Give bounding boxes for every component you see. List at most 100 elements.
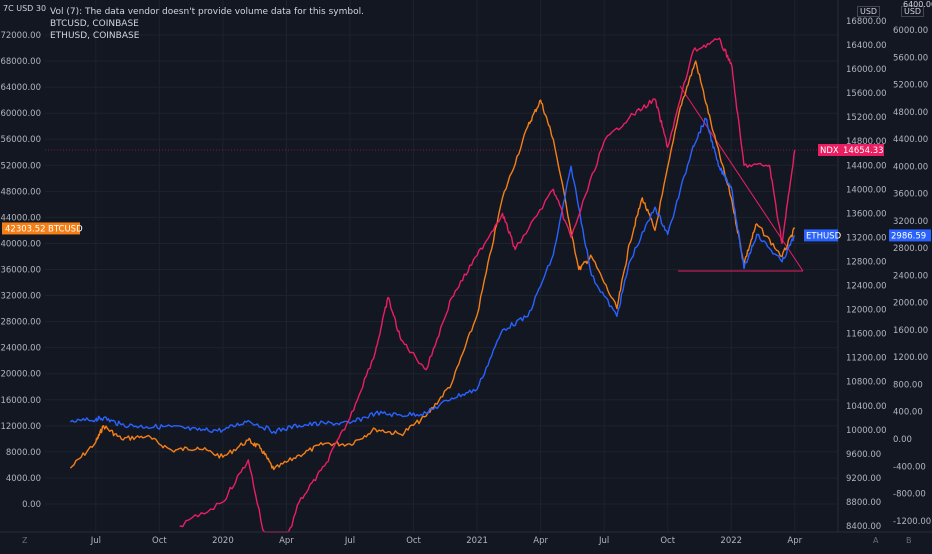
btc-axis-tick: 72000.00 (0, 31, 41, 41)
eth-label-badge (804, 229, 838, 242)
eth-axis-tick: 5200.00 (893, 81, 928, 91)
x-axis-tick: 2020 (212, 536, 234, 546)
ndx-axis-tick: 13200.00 (846, 233, 887, 243)
ndx-axis-tick: 13600.00 (846, 209, 887, 219)
btc-price-value: 42303.52 (5, 224, 46, 234)
btc-axis-tick: 44000.00 (0, 213, 41, 223)
btc-axis-tick: 48000.00 (0, 187, 41, 197)
btc-axis-tick: 8000.00 (6, 448, 41, 458)
ndx-price-value: 14654.33 (843, 146, 884, 156)
x-axis-tick: Jul (90, 536, 101, 546)
btc-axis-tick: 20000.00 (0, 370, 41, 380)
eth-series-line[interactable] (69, 117, 796, 435)
btc-axis-tick: 24000.00 (0, 344, 41, 354)
btc-axis-tick: 64000.00 (0, 83, 41, 93)
eth-axis-tick: -800.00 (893, 490, 926, 500)
scale-toggle-a[interactable]: A (873, 536, 879, 545)
ndx-axis-tick: 11200.00 (846, 354, 887, 364)
btc-axis-tick: 0.00 (22, 500, 41, 510)
ndx-axis-tick: 12800.00 (846, 257, 887, 267)
eth-axis-tick: -400.00 (893, 462, 926, 472)
ndx-series-line[interactable] (179, 37, 796, 533)
x-axis-tick: Apr (787, 536, 802, 546)
ndx-axis-tick: 16800.00 (846, 17, 887, 27)
ndx-axis-tick: 9200.00 (846, 474, 881, 484)
eth-axis-tick: 2400.00 (893, 271, 928, 281)
x-axis-tick: Oct (152, 536, 167, 546)
ndx-label-text: NDX (820, 146, 839, 156)
ndx-axis-tick: 11600.00 (846, 330, 887, 340)
ndx-axis-tick: 9600.00 (846, 450, 881, 460)
ndx-price-badge (840, 143, 884, 156)
ndx-axis-tick: 14400.00 (846, 161, 887, 171)
x-axis-tick: Jul (598, 536, 609, 546)
btc-axis-tick: 68000.00 (0, 57, 41, 67)
btc-axis-tick: 60000.00 (0, 109, 41, 119)
btc-axis-tick: 40000.00 (0, 239, 41, 249)
ndx-axis-tick: 10000.00 (846, 426, 887, 436)
ndx-label-badge (818, 143, 840, 156)
scale-toggle-z[interactable]: Z (22, 536, 28, 545)
btc-series-line[interactable] (69, 60, 796, 471)
eth-price-badge (889, 229, 931, 242)
x-axis-tick: Jul (344, 536, 355, 546)
eth-label-text: ETHUSD (806, 231, 842, 241)
eth-axis-tick: 3600.00 (893, 190, 928, 200)
ndx-axis-tick: 10800.00 (846, 378, 887, 388)
eth-axis-top-label: 6400.00 (903, 0, 932, 9)
eth-price-value: 2986.59 (891, 231, 926, 241)
eth-axis-tick: 6000.00 (893, 26, 928, 36)
btc-axis-tick: 36000.00 (0, 266, 41, 276)
btc-label-text: BTCUSD (48, 224, 83, 234)
eth-axis-tick: 400.00 (893, 408, 923, 418)
eth-axis-tick: 1200.00 (893, 353, 928, 363)
btc-price-badge (2, 222, 46, 235)
eth-axis-tick: 2000.00 (893, 299, 928, 309)
eth-axis-tick: 5600.00 (893, 53, 928, 63)
ndx-axis-tick: 15200.00 (846, 113, 887, 123)
ndx-axis-tick: 8800.00 (846, 498, 881, 508)
ndx-axis-tick: 10400.00 (846, 402, 887, 412)
btc-axis-tick: 28000.00 (0, 318, 41, 328)
x-axis-tick: 2021 (466, 536, 488, 546)
x-axis-tick: 2022 (720, 536, 742, 546)
btc-axis-tick: 56000.00 (0, 135, 41, 145)
btc-axis-tick: 32000.00 (0, 292, 41, 302)
ndx-axis-tick: 12400.00 (846, 282, 887, 292)
scale-toggle-b[interactable]: B (906, 536, 912, 545)
legend-volume-note: Vol (7): The data vendor doesn't provide… (50, 7, 364, 17)
btc-axis-tick: 16000.00 (0, 396, 41, 406)
x-axis-tick: Apr (533, 536, 548, 546)
x-axis-tick: Oct (406, 536, 421, 546)
ndx-axis-tick: 14000.00 (846, 185, 887, 195)
left-axis-top-label: 7C USD 30 (3, 4, 47, 13)
eth-axis-tick: 2800.00 (893, 244, 928, 254)
ndx-axis-tick: 8400.00 (846, 522, 881, 532)
legend-ethusd[interactable]: ETHUSD, COINBASE (50, 31, 140, 41)
x-axis-tick: Apr (279, 536, 294, 546)
eth-axis-tick: 4800.00 (893, 108, 928, 118)
eth-axis-currency-label[interactable]: USD (901, 6, 925, 17)
ndx-axis-tick: 16400.00 (846, 41, 887, 51)
ndx-axis-tick: 12000.00 (846, 306, 887, 316)
chart-legend: Vol (7): The data vendor doesn't provide… (50, 6, 364, 42)
btc-label-badge (46, 222, 80, 235)
ndx-axis-tick: 16000.00 (846, 65, 887, 75)
btc-axis-tick: 52000.00 (0, 161, 41, 171)
btc-axis-tick: 4000.00 (6, 474, 41, 484)
eth-axis-tick: 0.00 (893, 435, 912, 445)
btc-axis-tick: 12000.00 (0, 422, 41, 432)
eth-axis-tick: 3200.00 (893, 217, 928, 227)
eth-axis-tick: 4000.00 (893, 162, 928, 172)
ndx-axis-tick: 15600.00 (846, 89, 887, 99)
x-axis-tick: Oct (660, 536, 675, 546)
ndx-axis-currency-label[interactable]: USD (857, 6, 881, 17)
eth-axis-tick: -1200.00 (893, 517, 931, 527)
eth-axis-tick: 4400.00 (893, 135, 928, 145)
ndx-axis-tick: 14800.00 (846, 137, 887, 147)
eth-axis-tick: 1600.00 (893, 326, 928, 336)
legend-btcusd[interactable]: BTCUSD, COINBASE (50, 19, 139, 29)
eth-axis-tick: 800.00 (893, 380, 923, 390)
